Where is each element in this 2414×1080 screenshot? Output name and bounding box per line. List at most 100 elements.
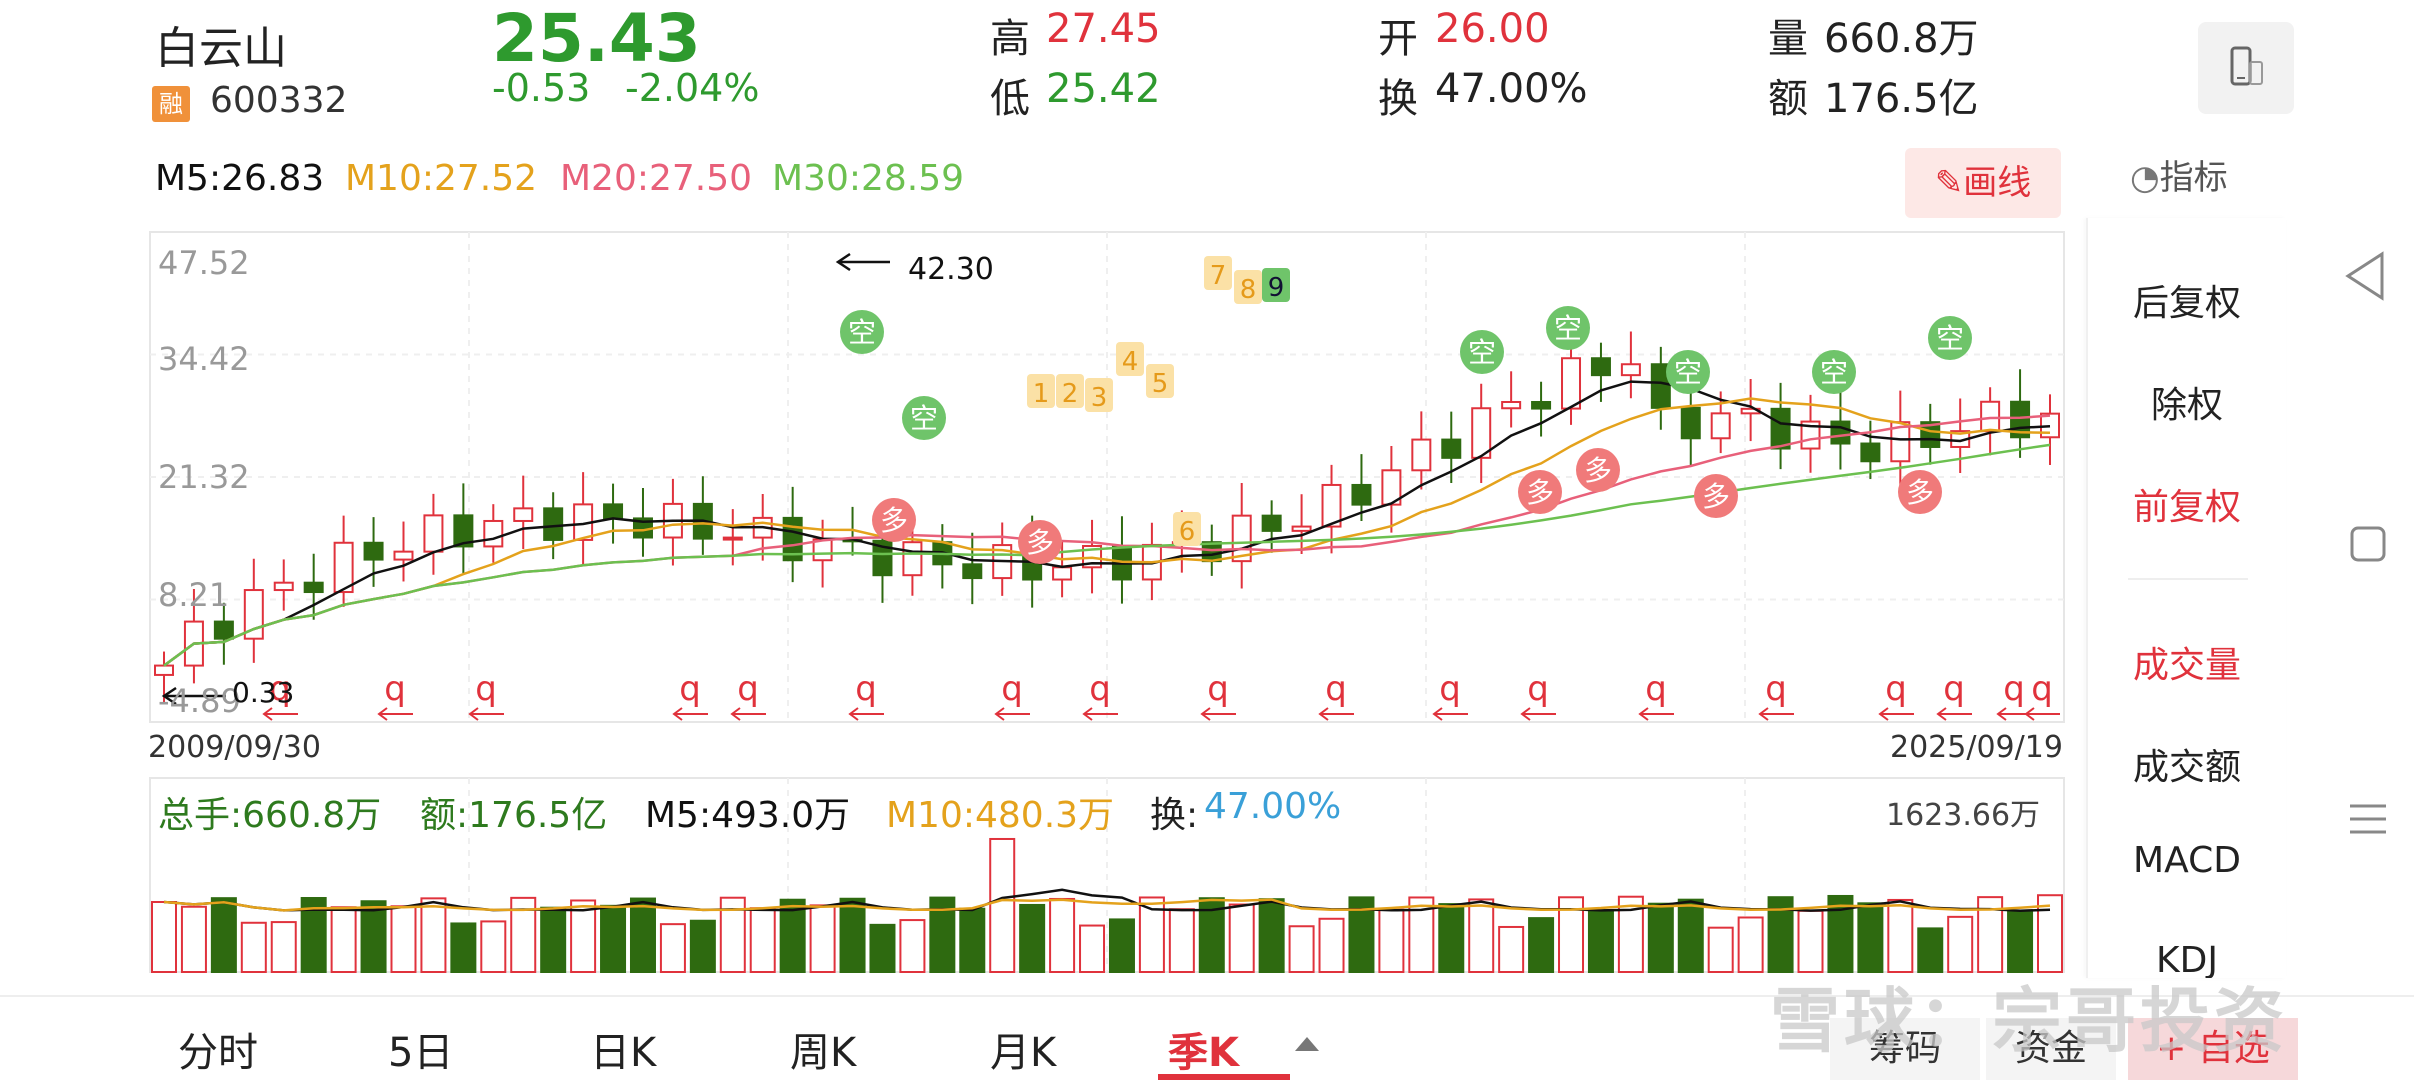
home-nav-icon[interactable] xyxy=(2346,522,2390,566)
q-signal-arrow-head xyxy=(672,707,683,721)
q-signal-marker: q xyxy=(1765,669,1787,709)
candle-body xyxy=(1501,400,1522,410)
candle-body xyxy=(872,539,893,577)
amount-label: 额 xyxy=(1768,76,1808,122)
q-signal-marker: q xyxy=(1089,669,1111,709)
amount-indicator-option[interactable]: 成交额 xyxy=(2132,747,2241,788)
ma5-legend: M5:26.83 xyxy=(155,158,325,199)
draw-line-button[interactable]: ✎画线 xyxy=(1905,148,2061,218)
end-date-label: 2025/09/19 xyxy=(1890,730,2063,765)
volume-bar xyxy=(270,921,297,974)
y-tick-label: 47.52 xyxy=(158,244,250,282)
duo-signal-marker xyxy=(1576,448,1620,492)
kong-signal-marker xyxy=(1812,350,1856,394)
active-tab-indicator xyxy=(1158,1074,1290,1080)
funds-button[interactable]: 资金 xyxy=(1986,1018,2116,1080)
q-signal-marker: q xyxy=(1439,669,1461,709)
q-signal-arrow-head xyxy=(994,707,1005,721)
back-nav-icon[interactable] xyxy=(2340,246,2394,306)
duo-signal-marker-text: 多 xyxy=(1584,454,1612,487)
volume-bar xyxy=(240,921,267,973)
ma5-line xyxy=(163,380,2051,667)
q-signal-marker: q xyxy=(2003,669,2025,709)
tab-weekly-k[interactable]: 周K xyxy=(790,1030,857,1076)
candle-body xyxy=(1411,438,1432,472)
vol-m5-legend: M5:493.0万 xyxy=(645,795,851,836)
turnover-value: 47.00% xyxy=(1435,66,1588,112)
recents-nav-icon[interactable] xyxy=(2344,798,2392,840)
duo-signal-marker xyxy=(1518,470,1562,514)
candle-body xyxy=(1531,400,1552,410)
candle-body xyxy=(543,507,564,541)
volume-bar xyxy=(2037,894,2063,973)
td-sequence-tag xyxy=(1027,374,1055,408)
duo-signal-marker-text: 多 xyxy=(1906,476,1934,509)
max-price-annotation: 42.30 xyxy=(908,252,994,287)
macd-indicator-option[interactable]: MACD xyxy=(2133,840,2241,881)
caret-up-icon[interactable] xyxy=(1292,1034,1322,1054)
volume-bar xyxy=(1498,925,1525,973)
duo-signal-marker xyxy=(1898,470,1942,514)
q-signal-arrow-head xyxy=(262,707,273,721)
y-tick-label: 21.32 xyxy=(158,458,250,496)
volume-bar xyxy=(420,897,447,974)
min-price-annotation: 0.33 xyxy=(232,676,295,709)
open-value: 26.00 xyxy=(1435,6,1550,52)
volume-bar xyxy=(210,897,237,974)
candle-body xyxy=(423,514,444,553)
candle-body xyxy=(1441,438,1462,459)
post-adjusted-option[interactable]: 后复权 xyxy=(2132,283,2241,324)
kdj-indicator-option[interactable]: KDJ xyxy=(2156,940,2218,978)
volume-bar xyxy=(869,923,896,974)
volume-bar xyxy=(600,904,627,974)
current-price: 25.43 xyxy=(492,0,701,77)
low-label: 低 xyxy=(990,76,1030,122)
candle-body xyxy=(363,541,384,561)
volume-bar xyxy=(2007,910,2034,974)
tab-5day[interactable]: 5日 xyxy=(388,1030,454,1076)
volume-bar xyxy=(540,906,567,974)
price-change-percent: -2.04% xyxy=(625,66,760,110)
candle-body xyxy=(1590,357,1611,377)
duo-signal-marker xyxy=(872,498,916,542)
candle-body xyxy=(1980,400,2001,433)
td-sequence-tag xyxy=(1173,512,1201,546)
ex-rights-option[interactable]: 除权 xyxy=(2150,385,2223,426)
volume-bar xyxy=(1318,917,1345,973)
q-signal-marker: q xyxy=(1885,669,1907,709)
q-signal-arrow-head xyxy=(468,707,479,721)
q-signal-arrow-head xyxy=(1996,707,2007,721)
candle-body xyxy=(303,581,324,594)
tab-daily-k[interactable]: 日K xyxy=(590,1030,657,1076)
add-watchlist-button[interactable]: + 自选 xyxy=(2128,1018,2298,1080)
high-value: 27.45 xyxy=(1046,6,1161,52)
pencil-icon: ✎ xyxy=(1934,163,1964,203)
landscape-toggle-button[interactable] xyxy=(2198,22,2294,114)
td-sequence-number: 5 xyxy=(1152,369,1169,399)
kong-signal-marker xyxy=(1666,350,1710,394)
indicator-side-panel: 后复权 除权 前复权 成交量 成交额 MACD KDJ xyxy=(2086,218,2286,978)
tab-quarterly-k[interactable]: 季K xyxy=(1168,1030,1239,1076)
td-sequence-tag xyxy=(1204,256,1232,290)
kong-signal-marker xyxy=(1546,306,1590,350)
y-tick-label: 8.21 xyxy=(158,576,230,614)
volume-indicator-option[interactable]: 成交量 xyxy=(2132,645,2241,686)
volume-bar xyxy=(1228,903,1255,973)
volume-bar xyxy=(989,837,1016,974)
candle-body xyxy=(513,507,534,522)
candle-body xyxy=(962,563,983,580)
td-sequence-number: 9 xyxy=(1268,273,1285,303)
y-tick-label: 34.42 xyxy=(158,340,250,378)
indicator-button[interactable]: ◔指标 xyxy=(2130,150,2228,199)
phone-rotate-icon xyxy=(2230,46,2263,86)
tab-intraday[interactable]: 分时 xyxy=(178,1030,258,1076)
volume-bar xyxy=(659,923,686,973)
q-signal-marker: q xyxy=(475,669,497,709)
duo-signal-marker-text: 多 xyxy=(1702,480,1730,513)
ma10-line xyxy=(163,397,2051,667)
pre-adjusted-option[interactable]: 前复权 xyxy=(2132,487,2241,528)
q-signal-arrow-head xyxy=(1638,707,1649,721)
chips-button[interactable]: 筹码 xyxy=(1830,1018,1980,1080)
tab-monthly-k[interactable]: 月K xyxy=(990,1030,1057,1076)
